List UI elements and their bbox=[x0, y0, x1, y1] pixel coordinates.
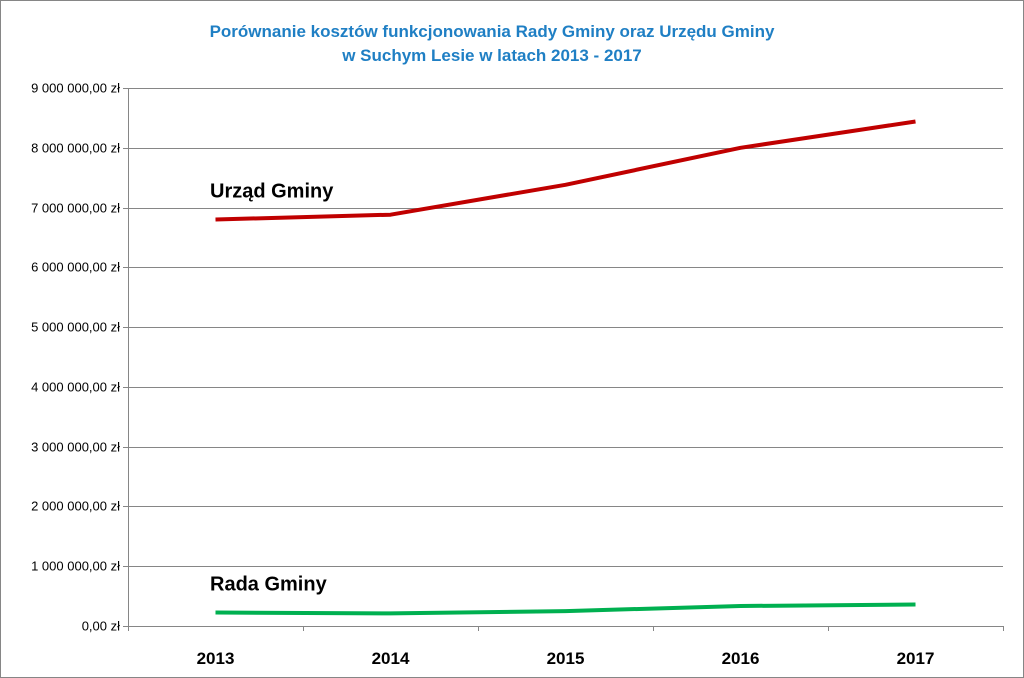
series-labels: Urząd Gminy Rada Gminy bbox=[210, 181, 334, 596]
x-tick-label: 2016 bbox=[722, 649, 760, 668]
x-tick-label: 2017 bbox=[897, 649, 935, 668]
y-tick-label: 1 000 000,00 zł bbox=[31, 559, 120, 574]
y-tick-label: 9 000 000,00 zł bbox=[31, 81, 120, 96]
y-tick-label: 2 000 000,00 zł bbox=[31, 499, 120, 514]
y-tick-label: 0,00 zł bbox=[82, 619, 120, 634]
y-tick-label: 4 000 000,00 zł bbox=[31, 380, 120, 395]
y-tick-label: 6 000 000,00 zł bbox=[31, 260, 120, 275]
y-tick-label: 7 000 000,00 zł bbox=[31, 201, 120, 216]
chart-subtitle: w Suchym Lesie w latach 2013 - 2017 bbox=[342, 46, 642, 65]
series-line bbox=[215, 602, 916, 616]
y-axis-ticks: 0,00 zł 1 000 000,00 zł 2 000 000,00 zł 3 0… bbox=[31, 81, 128, 634]
chart-title-line-1: Porównanie kosztów funkcjonowania Rady G… bbox=[209, 22, 775, 41]
chart-title: Porównanie kosztów funkcjonowania Rady G… bbox=[0, 20, 984, 68]
y-tick-label: 5 000 000,00 zł bbox=[31, 320, 120, 335]
x-axis-ticks: 2013 2014 2015 2016 2017 bbox=[128, 626, 1004, 668]
x-tick-label: 2014 bbox=[372, 649, 410, 668]
x-tick-label: 2013 bbox=[197, 649, 235, 668]
y-tick-label: 3 000 000,00 zł bbox=[31, 440, 120, 455]
x-tick-label: 2015 bbox=[547, 649, 585, 668]
gridlines bbox=[128, 88, 1003, 567]
series-label: Urząd Gminy bbox=[210, 181, 334, 203]
series-label: Rada Gminy bbox=[210, 574, 328, 596]
series-line bbox=[215, 119, 916, 222]
axes bbox=[128, 88, 1003, 631]
series-lines bbox=[215, 119, 916, 616]
y-tick-label: 8 000 000,00 zł bbox=[31, 141, 120, 156]
